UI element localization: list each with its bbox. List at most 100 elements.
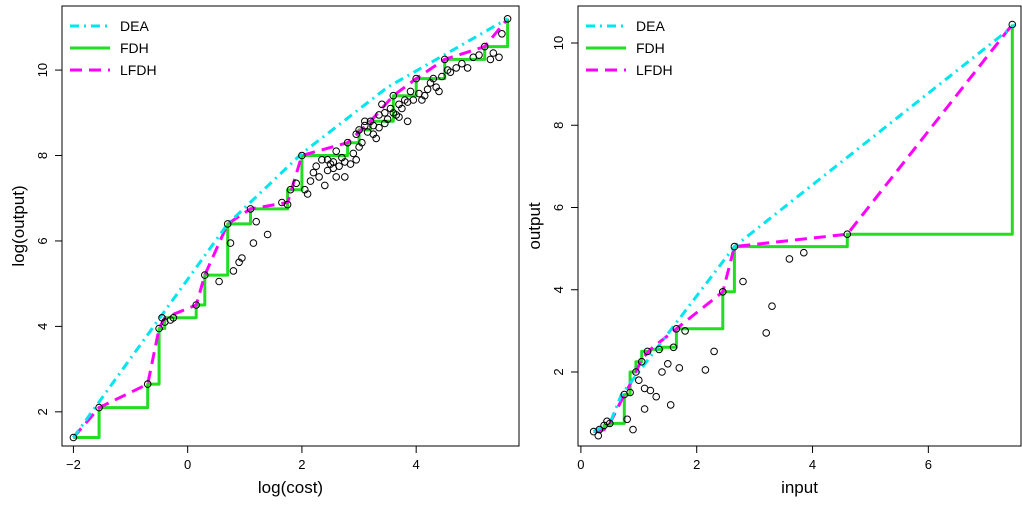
y-tick-label: 2 <box>35 408 50 415</box>
y-tick-label: 6 <box>35 237 50 244</box>
data-point <box>309 168 318 177</box>
data-point <box>664 360 672 368</box>
x-tick-label: 4 <box>809 457 816 472</box>
data-point <box>475 51 483 59</box>
x-tick-label: 2 <box>298 457 305 472</box>
data-point <box>352 156 361 164</box>
legend: DEA FDH LFDH <box>70 18 157 78</box>
x-tick-label: 6 <box>925 457 932 472</box>
data-point <box>429 74 438 83</box>
data-point <box>332 147 341 155</box>
data-point <box>435 87 443 96</box>
data-point <box>606 419 614 428</box>
data-point <box>389 109 398 117</box>
series-line-fdh <box>593 24 1014 434</box>
data-point <box>375 123 383 132</box>
data-point <box>403 117 412 126</box>
data-point <box>762 329 771 337</box>
legend-label-dea: DEA <box>636 18 665 34</box>
data-point <box>701 366 710 374</box>
data-point <box>346 160 355 168</box>
data-point <box>329 164 338 173</box>
legend-label-fdh: FDH <box>636 40 665 56</box>
data-point <box>739 277 747 286</box>
data-point <box>312 162 321 170</box>
data-point <box>389 91 398 100</box>
data-point <box>681 327 689 335</box>
series-line-lfdh <box>72 17 509 439</box>
plot-area <box>589 20 1017 440</box>
data-point <box>298 151 306 160</box>
data-point <box>640 405 649 413</box>
data-point <box>463 64 472 72</box>
data-point <box>629 425 637 434</box>
data-point <box>292 179 301 188</box>
data-point <box>201 271 209 279</box>
x-axis-label: input <box>781 478 818 497</box>
data-point <box>378 100 386 109</box>
data-point <box>155 324 163 333</box>
y-tick-label: 8 <box>551 122 566 129</box>
y-tick-label: 2 <box>551 368 566 375</box>
data-point <box>303 190 312 198</box>
x-tick-label: 4 <box>413 457 420 472</box>
data-point <box>323 156 332 164</box>
series-line-dea <box>592 23 1017 433</box>
data-point <box>646 386 655 395</box>
data-point <box>95 403 103 412</box>
x-axis-label: log(cost) <box>258 478 323 497</box>
data-point <box>381 119 389 128</box>
data-point <box>420 91 429 100</box>
data-point <box>192 301 200 309</box>
data-point <box>498 30 506 38</box>
data-point <box>632 368 640 376</box>
data-point <box>594 431 603 440</box>
data-point <box>341 173 349 181</box>
data-point <box>652 392 661 401</box>
data-point <box>318 156 326 164</box>
legend-label-fdh: FDH <box>120 40 149 56</box>
data-point <box>361 117 369 126</box>
x-tick-label: 0 <box>184 457 191 472</box>
y-tick-label: 10 <box>551 36 566 50</box>
data-point <box>785 255 794 263</box>
series-line-dea <box>72 17 509 439</box>
data-point <box>283 200 292 209</box>
data-point <box>672 325 681 333</box>
data-point <box>637 357 646 366</box>
data-point <box>229 267 238 275</box>
data-point <box>369 130 378 138</box>
data-point <box>635 376 643 385</box>
legend-label-lfdh: LFDH <box>636 62 673 78</box>
data-point <box>440 55 449 64</box>
y-axis-label: output <box>525 202 544 250</box>
y-tick-label: 8 <box>35 152 50 159</box>
data-point <box>246 205 255 213</box>
series-line-lfdh <box>593 23 1014 434</box>
data-point <box>395 100 403 109</box>
data-point <box>238 254 246 262</box>
data-point <box>395 113 403 121</box>
data-point <box>768 302 776 311</box>
data-point <box>675 364 684 372</box>
data-point <box>252 217 261 226</box>
legend-label-dea: DEA <box>120 18 149 34</box>
data-point <box>800 248 808 257</box>
data-point <box>489 49 498 57</box>
x-tick-label: 2 <box>693 457 700 472</box>
data-point <box>355 126 363 134</box>
data-point <box>69 433 78 442</box>
data-point <box>595 425 604 434</box>
y-tick-label: 6 <box>551 204 566 211</box>
data-point <box>286 185 295 194</box>
data-point <box>438 72 446 81</box>
data-point <box>626 388 634 397</box>
data-point <box>719 288 727 296</box>
data-point <box>409 96 418 104</box>
data-point <box>169 314 178 322</box>
data-point <box>361 121 369 130</box>
data-point <box>452 64 461 72</box>
plot-area <box>69 14 512 442</box>
data-point <box>321 181 329 190</box>
